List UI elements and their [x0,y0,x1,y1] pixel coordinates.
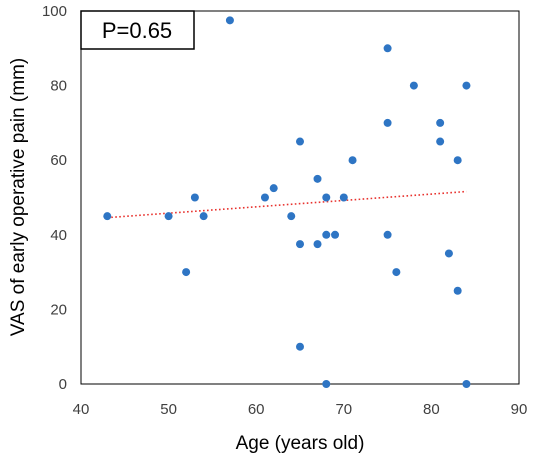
data-point [296,342,304,351]
data-point [164,212,173,221]
data-point [182,268,191,277]
data-point [383,230,392,239]
data-point [190,193,199,202]
y-tick-label: 100 [42,3,67,20]
y-axis-ticks: 0 20 40 60 80 100 [42,3,67,393]
x-axis-ticks: 40 50 60 70 80 90 [73,401,528,418]
data-point [348,156,357,165]
x-tick-label: 70 [335,401,352,418]
data-point [444,249,453,258]
x-tick-label: 90 [511,401,528,418]
data-point [339,193,348,202]
data-point [296,240,304,249]
x-axis-title: Age (years old) [236,433,365,454]
data-point [103,212,112,221]
x-tick-label: 60 [248,401,265,418]
p-value-annotation: P=0.65 [80,10,195,50]
data-point [322,193,331,202]
p-value-box [80,10,195,50]
y-tick-label: 0 [59,376,67,393]
y-tick-label: 40 [50,227,67,244]
data-point [383,118,392,127]
x-tick-label: 40 [73,401,90,418]
data-point [296,137,304,146]
plot-area [80,10,520,385]
data-point [409,81,418,90]
data-point [453,286,462,295]
x-tick-label: 80 [423,401,440,418]
data-point [462,81,471,90]
data-point [383,44,392,53]
data-point [287,212,296,221]
data-point [331,230,340,239]
y-axis-title: VAS of early operative pain (mm) [8,58,29,336]
data-point [462,380,471,388]
data-point [392,268,401,277]
data-point [453,156,462,165]
data-point [436,137,445,146]
y-tick-label: 80 [50,78,67,95]
data-point [436,118,445,127]
data-point [313,240,322,249]
data-point [269,184,278,193]
data-points-layer [103,16,471,388]
x-tick-label: 50 [160,401,177,418]
data-point [322,380,331,388]
y-tick-label: 60 [50,152,67,169]
data-point [322,230,331,239]
data-point [260,193,269,202]
data-point [199,212,208,221]
data-point [313,174,322,183]
y-tick-label: 20 [50,301,67,318]
p-value-label: P=0.65 [102,18,172,43]
data-point [225,16,234,25]
